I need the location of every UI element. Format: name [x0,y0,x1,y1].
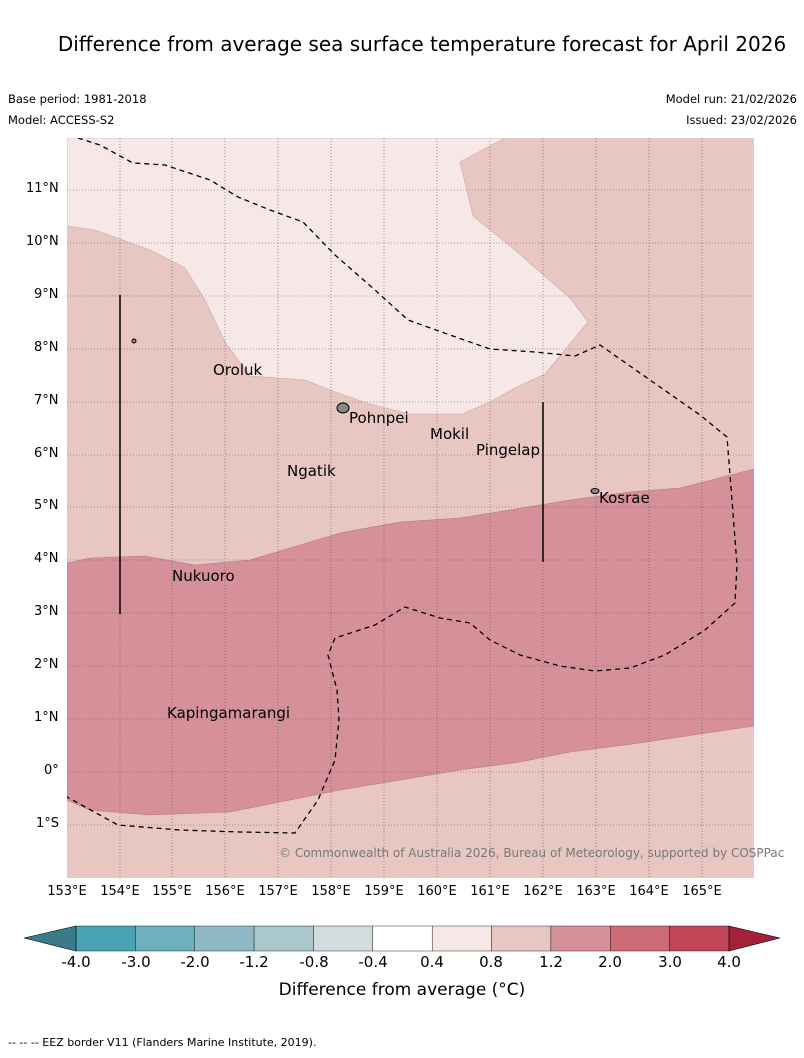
x-tick: 162°E [523,884,563,899]
y-tick: 9°N [34,287,59,302]
place-label-pingelap: Pingelap [476,441,541,459]
x-tick: 165°E [682,884,722,899]
y-tick: 4°N [34,551,59,566]
pohnpei-island [336,402,350,414]
x-tick: 154°E [100,884,140,899]
model-run: Model run: 21/02/2026 [665,92,797,106]
colorbar-label: -0.8 [299,953,329,971]
issued-date: Issued: 23/02/2026 [686,113,797,127]
colorbar-segment [550,925,611,952]
colorbar-segment [75,925,136,952]
map-title: Difference from average sea surface temp… [57,32,787,56]
eez-footnote: -- -- -- EEZ border V11 (Flanders Marine… [8,1036,317,1049]
y-tick: 11°N [26,181,59,196]
y-tick: 6°N [34,446,59,461]
colorbar-label: 2.0 [598,953,622,971]
place-label-oroluk: Oroluk [213,361,263,379]
colorbar-label: -3.0 [121,953,151,971]
y-tick: 1°N [34,710,59,725]
y-tick: 10°N [26,234,59,249]
colorbar-segment [313,925,374,952]
colorbar-max-arrow [728,925,781,952]
colorbar-segment [194,925,255,952]
colorbar-segment [610,925,670,952]
place-label-kapingamarangi: Kapingamarangi [167,704,291,722]
y-tick: 7°N [34,393,59,408]
copyright-note: © Commonwealth of Australia 2026, Bureau… [279,846,785,860]
colorbar-label: 1.2 [539,953,563,971]
x-tick: 163°E [576,884,616,899]
colorbar-segment [491,925,552,952]
colorbar-title: Difference from average (°C) [278,980,526,1000]
x-tick: 164°E [629,884,669,899]
colorbar-segment [431,925,492,952]
islet [131,338,137,344]
x-tick: 153°E [47,884,87,899]
place-label-ngatik: Ngatik [287,462,336,480]
y-tick: 8°N [34,340,59,355]
anomaly-band-1.2-2.0 [67,468,754,816]
y-tick: 2°N [34,657,59,672]
eez-border [67,138,738,834]
place-label-pohnpei: Pohnpei [349,409,409,427]
colorbar-segment [669,925,730,952]
place-label-mokil: Mokil [430,425,470,443]
place-label-nukuoro: Nukuoro [172,567,235,585]
x-tick: 155°E [152,884,192,899]
colorbar-label: -1.2 [239,953,269,971]
colorbar-segment [135,925,195,952]
colorbar-label: -4.0 [61,953,91,971]
anomaly-band-0.4-0.8 [67,138,589,415]
colorbar-label: -2.0 [180,953,210,971]
y-tick: 1°S [36,816,60,831]
colorbar-label: 3.0 [658,953,682,971]
x-tick: 161°E [470,884,510,899]
colorbar-label: 4.0 [717,953,741,971]
y-tick: 5°N [34,498,59,513]
y-tick: 3°N [34,604,59,619]
colorbar-segment [372,925,433,952]
place-label-kosrae: Kosrae [599,489,650,507]
colorbar-label: 0.8 [479,953,503,971]
colorbar-min-arrow [23,925,77,952]
x-tick: 160°E [417,884,457,899]
base-period: Base period: 1981-2018 [8,92,147,106]
y-tick: 0° [44,763,59,778]
colorbar-label: 0.4 [420,953,444,971]
colorbar-label: -0.4 [358,953,388,971]
x-tick: 158°E [311,884,351,899]
x-tick: 156°E [205,884,245,899]
model-name: Model: ACCESS-S2 [8,113,115,127]
x-tick: 157°E [258,884,298,899]
colorbar-segment [253,925,314,952]
x-tick: 159°E [364,884,404,899]
kosrae-island [590,488,600,494]
